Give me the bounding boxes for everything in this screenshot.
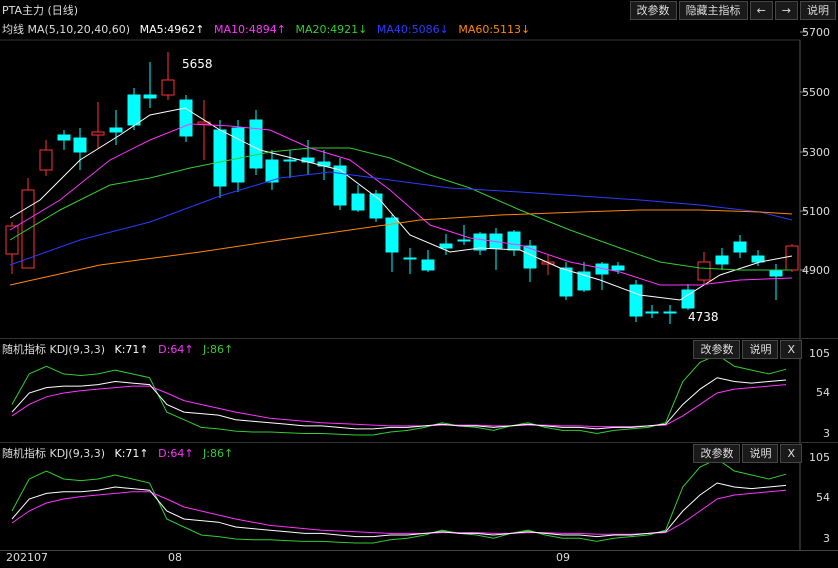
kdj-legend: 随机指标 KDJ(9,3,3) K:71↑ D:64↑ J:86↑: [2, 445, 239, 461]
kdj-title: 随机指标 KDJ(9,3,3): [2, 447, 105, 460]
kdj-toolbar: 改参数 说明 X: [693, 340, 802, 359]
candlestick-chart[interactable]: [0, 0, 838, 338]
change-params-button[interactable]: 改参数: [693, 340, 741, 359]
ytick: 5300: [802, 146, 830, 159]
ma60-value: MA60:5113↓: [458, 23, 531, 36]
low-price-label: 4738: [688, 310, 719, 324]
ytick: 5700: [802, 26, 830, 39]
k-value: K:71↑: [114, 343, 149, 356]
x-label: 08: [168, 551, 182, 564]
arrow-left-icon[interactable]: ←: [749, 1, 773, 20]
ytick: 5500: [802, 86, 830, 99]
ytick: 4900: [802, 264, 830, 277]
main-toolbar: 改参数 隐藏主指标 ← → 说明: [629, 1, 836, 20]
ma20-value: MA20:4921↓: [295, 23, 368, 36]
ytick: 5100: [802, 205, 830, 218]
ytick: 3: [823, 427, 830, 440]
ytick: 54: [816, 386, 830, 399]
x-label: 09: [556, 551, 570, 564]
kdj-chart-1[interactable]: [0, 339, 838, 443]
ma40-value: MA40:5086↓: [376, 23, 449, 36]
ytick: 3: [823, 532, 830, 545]
high-price-label: 5658: [182, 57, 213, 71]
change-params-button[interactable]: 改参数: [629, 1, 677, 20]
kdj-toolbar: 改参数 说明 X: [693, 444, 802, 463]
kdj-legend: 随机指标 KDJ(9,3,3) K:71↑ D:64↑ J:86↑: [2, 341, 239, 357]
ma5-value: MA5:4962↑: [139, 23, 205, 36]
x-label: 202107: [6, 551, 48, 564]
close-icon[interactable]: X: [780, 444, 802, 463]
ma-legend: 均线 MA(5,10,20,40,60) MA5:4962↑ MA10:4894…: [2, 21, 536, 37]
d-value: D:64↑: [158, 447, 194, 460]
close-icon[interactable]: X: [780, 340, 802, 359]
j-value: J:86↑: [203, 447, 234, 460]
kdj-panel-2: 随机指标 KDJ(9,3,3) K:71↑ D:64↑ J:86↑ 改参数 说明…: [0, 442, 838, 551]
hide-main-indicator-button[interactable]: 隐藏主指标: [678, 1, 748, 20]
explain-button[interactable]: 说明: [800, 1, 836, 20]
kdj-chart-2[interactable]: [0, 443, 838, 551]
arrow-right-icon[interactable]: →: [774, 1, 798, 20]
x-axis: [0, 550, 838, 568]
ma10-value: MA10:4894↑: [214, 23, 286, 36]
main-chart-panel: PTA主力 (日线) 均线 MA(5,10,20,40,60) MA5:4962…: [0, 0, 838, 338]
ma-label: 均线 MA(5,10,20,40,60): [2, 23, 131, 36]
kdj-title: 随机指标 KDJ(9,3,3): [2, 343, 105, 356]
change-params-button[interactable]: 改参数: [693, 444, 741, 463]
chart-title: PTA主力 (日线): [2, 4, 79, 17]
j-value: J:86↑: [203, 343, 234, 356]
k-value: K:71↑: [114, 447, 149, 460]
ytick: 105: [809, 347, 830, 360]
explain-button[interactable]: 说明: [742, 444, 779, 463]
kdj-panel-1: 随机指标 KDJ(9,3,3) K:71↑ D:64↑ J:86↑ 改参数 说明…: [0, 338, 838, 443]
explain-button[interactable]: 说明: [742, 340, 779, 359]
ytick: 54: [816, 491, 830, 504]
ytick: 105: [809, 451, 830, 464]
d-value: D:64↑: [158, 343, 194, 356]
